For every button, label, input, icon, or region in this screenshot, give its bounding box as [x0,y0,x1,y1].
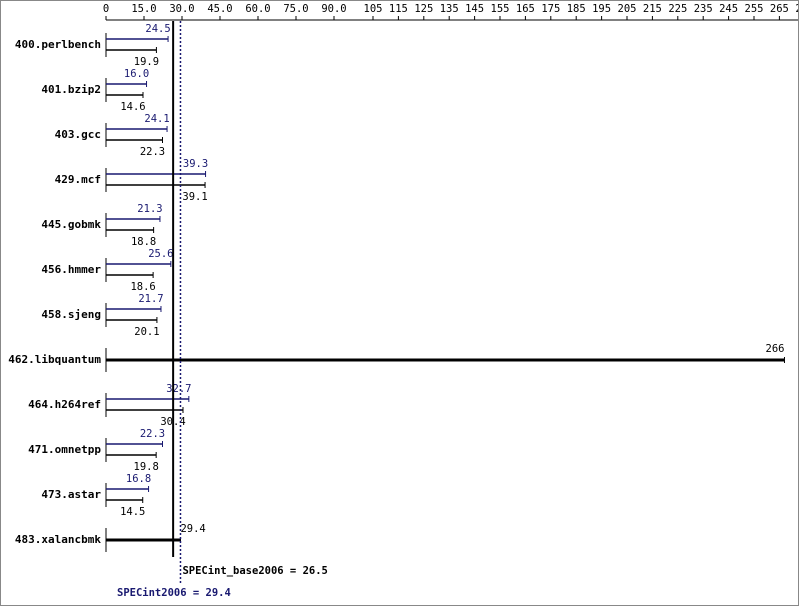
x-tick-label: 75.0 [283,3,308,15]
value-label: 39.3 [183,158,208,170]
value-label: 19.9 [134,56,159,68]
category-label: 464.h264ref [28,398,101,411]
x-tick-label: 30.0 [169,3,194,15]
x-tick-label: 125 [414,3,433,15]
category-label: 458.sjeng [41,308,101,321]
value-label: 16.0 [124,68,149,80]
x-tick-label: 115 [389,3,408,15]
reference-label: SPECint2006 = 29.4 [117,587,231,599]
x-tick-label: 90.0 [321,3,346,15]
category-label: 403.gcc [55,128,101,141]
x-tick-label: 235 [694,3,713,15]
x-tick-label: 155 [491,3,510,15]
category-label: 471.omnetpp [28,443,101,456]
category-label: 400.perlbench [15,38,101,51]
value-label: 18.8 [131,236,156,248]
x-tick-label: 245 [719,3,738,15]
value-label: 32.7 [166,383,191,395]
category-label: 483.xalancbmk [15,533,101,546]
category-label: 429.mcf [55,173,101,186]
value-label: 21.7 [138,293,163,305]
x-tick-label: 265 [770,3,789,15]
x-tick-label: 185 [567,3,586,15]
x-tick-label: 15.0 [131,3,156,15]
value-label: 22.3 [140,146,165,158]
category-label: 401.bzip2 [41,83,101,96]
value-label: 29.4 [180,523,205,535]
value-label: 14.6 [120,101,145,113]
x-tick-label: 165 [516,3,535,15]
x-tick-label: 145 [465,3,484,15]
value-label: 266 [766,343,785,355]
value-label: 18.6 [130,281,155,293]
value-label: 24.5 [145,23,170,35]
category-label: 473.astar [41,488,101,501]
x-tick-label: 195 [592,3,611,15]
value-label: 22.3 [140,428,165,440]
value-label: 25.6 [148,248,173,260]
x-tick-label: 205 [618,3,637,15]
x-tick-label: 175 [541,3,560,15]
x-tick-label: 45.0 [207,3,232,15]
x-tick-label: 135 [440,3,459,15]
category-label: 462.libquantum [8,353,101,366]
x-tick-label: 105 [364,3,383,15]
x-tick-label: 225 [668,3,687,15]
category-label: 456.hmmer [41,263,101,276]
value-label: 14.5 [120,506,145,518]
x-tick-label: 60.0 [245,3,270,15]
x-tick-label: 270 [795,3,799,15]
x-tick-label: 0 [103,3,109,15]
value-label: 21.3 [137,203,162,215]
x-tick-label: 215 [643,3,662,15]
category-label: 445.gobmk [41,218,101,231]
value-label: 20.1 [134,326,159,338]
value-label: 24.1 [144,113,169,125]
x-tick-label: 255 [745,3,764,15]
value-label: 39.1 [182,191,207,203]
value-label: 19.8 [134,461,159,473]
reference-label: SPECint_base2006 = 26.5 [182,565,327,577]
value-label: 16.8 [126,473,151,485]
